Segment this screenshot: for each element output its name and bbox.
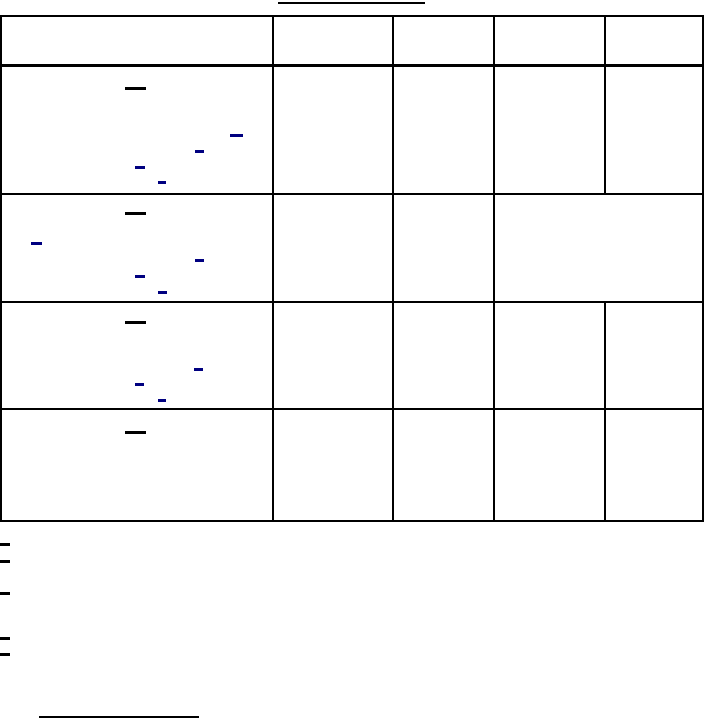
row3-link-dash-1[interactable]	[194, 368, 203, 371]
cell-r3-c3	[493, 301, 606, 410]
row1-link-dash-1[interactable]	[230, 134, 243, 137]
cell-r2-c3-merged	[493, 193, 704, 303]
row1-link-dash-4[interactable]	[158, 181, 166, 184]
row1-header-dash	[125, 87, 146, 90]
row3-link-dash-2[interactable]	[135, 383, 144, 386]
cell-r1-c3	[493, 64, 606, 195]
table-row	[0, 408, 704, 522]
cell-r1-c4	[604, 64, 704, 195]
cell-r4-c2	[392, 408, 495, 522]
row2-link-dash-4[interactable]	[158, 291, 167, 294]
header-cell-1	[272, 15, 394, 67]
row2-link-dash-2[interactable]	[195, 259, 204, 262]
cell-r2-c1	[272, 193, 394, 303]
row2-link-dash-3[interactable]	[135, 275, 145, 278]
cell-r4-c3	[493, 408, 606, 522]
header-cell-4	[604, 15, 704, 67]
header-cell-0	[0, 15, 274, 67]
row2-header-dash	[125, 212, 146, 215]
table-row	[0, 301, 704, 410]
cell-r1-c0	[0, 64, 274, 195]
footnote-separator-rule	[39, 716, 199, 718]
footnote-dash-4	[0, 637, 10, 640]
footnote-dash-3	[0, 592, 10, 595]
cell-r1-c1	[272, 64, 394, 195]
title-underline-rule	[278, 2, 425, 4]
cell-r4-c4	[604, 408, 704, 522]
header-cell-2	[392, 15, 495, 67]
row3-link-dash-3[interactable]	[158, 399, 166, 402]
row4-header-dash	[125, 431, 146, 434]
cell-r3-c1	[272, 301, 394, 410]
cell-r1-c2	[392, 64, 495, 195]
row2-link-dash-1[interactable]	[31, 242, 42, 245]
cell-r2-c0	[0, 193, 274, 303]
table-row	[0, 64, 704, 195]
cell-r3-c4	[604, 301, 704, 410]
table-row	[0, 193, 704, 303]
cell-r4-c1	[272, 408, 394, 522]
data-table	[0, 15, 704, 522]
table-header-row	[0, 15, 704, 67]
row1-link-dash-3[interactable]	[135, 166, 145, 169]
footnote-dash-1	[0, 543, 10, 546]
footnote-dash-5	[0, 653, 10, 656]
footnote-dash-2	[0, 560, 10, 563]
row1-link-dash-2[interactable]	[195, 150, 204, 153]
cell-r4-c0	[0, 408, 274, 522]
cell-r3-c0	[0, 301, 274, 410]
cell-r3-c2	[392, 301, 495, 410]
header-cell-3	[493, 15, 606, 67]
row3-header-dash	[125, 321, 146, 324]
cell-r2-c2	[392, 193, 495, 303]
